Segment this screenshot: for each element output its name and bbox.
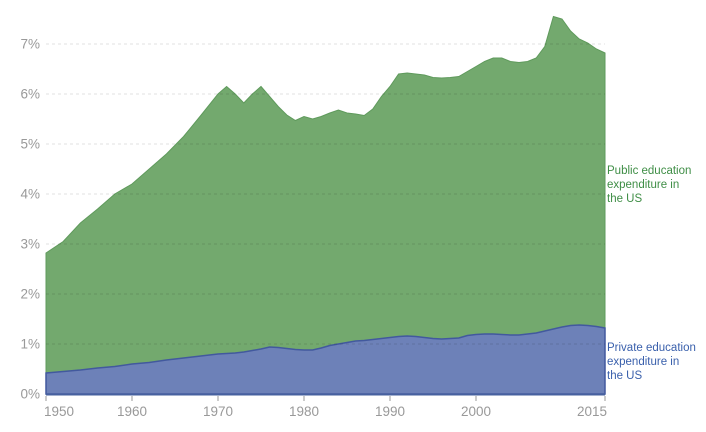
x-tick-label: 1990 [375,404,405,419]
series-label-private: Private education expenditure in the US [607,342,696,382]
y-tick-label: 6% [20,87,40,102]
y-tick-label: 7% [20,37,40,52]
y-tick-label: 4% [20,187,40,202]
x-tick-label: 1950 [44,404,74,419]
y-tick-label: 5% [20,137,40,152]
x-tick-label: 2000 [461,404,491,419]
x-tick-label: 1980 [289,404,319,419]
x-tick-label: 1970 [203,404,233,419]
y-tick-label: 1% [20,337,40,352]
area-private[interactable] [45,324,606,395]
y-tick-label: 0% [20,387,40,402]
y-tick-label: 2% [20,287,40,302]
area-public[interactable] [45,15,606,395]
y-tick-label: 3% [20,237,40,252]
series-label-public: Public education expenditure in the US [607,165,692,205]
x-tick-label: 1960 [117,404,147,419]
x-tick-label: 2015 [577,404,607,419]
